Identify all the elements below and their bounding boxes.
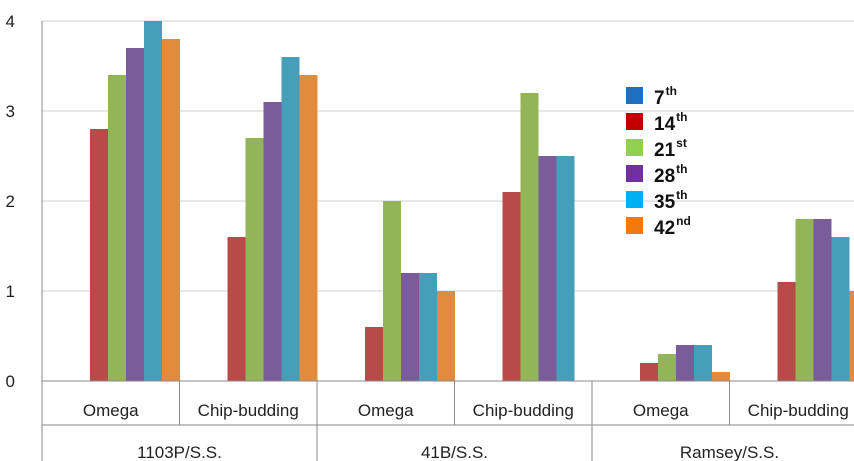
- bar-35th-omega: [694, 345, 712, 381]
- bar-42nd-chip-budding: [299, 75, 318, 381]
- category-label: Omega: [633, 401, 689, 420]
- bar-14th-omega: [365, 327, 383, 381]
- bar-42nd-omega: [162, 39, 180, 381]
- bar-21st-chip-budding: [795, 219, 814, 381]
- bar-21st-omega: [383, 201, 401, 381]
- legend-label: 35th: [654, 188, 687, 213]
- bar-21st-chip-budding: [520, 93, 539, 381]
- legend-label: 14th: [654, 110, 687, 135]
- bar-14th-chip-budding: [227, 237, 246, 381]
- bar-42nd-omega: [437, 291, 455, 381]
- y-axis-ticks: 0 1 2 3 4: [6, 12, 15, 391]
- bar-28th-omega: [401, 273, 419, 381]
- legend-label: 21st: [654, 136, 687, 161]
- y-tick-label: 3: [6, 102, 15, 121]
- y-tick-label: 4: [6, 12, 15, 31]
- legend-label: 7th: [654, 84, 677, 109]
- category-label: Omega: [83, 401, 139, 420]
- legend-swatch: [626, 165, 643, 182]
- y-tick-label: 0: [6, 372, 15, 391]
- bar-21st-omega: [108, 75, 126, 381]
- category-label: Chip-budding: [473, 401, 574, 420]
- bar-35th-chip-budding: [831, 237, 850, 381]
- bar-28th-chip-budding: [263, 102, 282, 381]
- group-label: Ramsey/S.S.: [680, 443, 779, 461]
- bar-35th-omega: [144, 21, 162, 381]
- legend-swatch: [626, 87, 643, 104]
- bar-28th-chip-budding: [538, 156, 557, 381]
- bar-14th-omega: [640, 363, 658, 381]
- group-label: 1103P/S.S.: [137, 443, 222, 461]
- group-label: 41B/S.S.: [421, 443, 488, 461]
- bar-35th-chip-budding: [556, 156, 575, 381]
- category-label: Chip-budding: [198, 401, 299, 420]
- legend-swatch: [626, 139, 643, 156]
- bar-42nd-omega: [712, 372, 730, 381]
- bar-28th-omega: [126, 48, 144, 381]
- legend-swatch: [626, 191, 643, 208]
- bar-28th-chip-budding: [813, 219, 832, 381]
- bar-14th-chip-budding: [502, 192, 521, 381]
- legend-label: 28th: [654, 162, 687, 187]
- bars: [90, 21, 854, 381]
- y-tick-label: 2: [6, 192, 15, 211]
- bar-14th-omega: [90, 129, 108, 381]
- bar-14th-chip-budding: [777, 282, 796, 381]
- bar-35th-omega: [419, 273, 437, 381]
- bar-42nd-chip-budding: [849, 291, 854, 381]
- bar-21st-omega: [658, 354, 676, 381]
- y-tick-label: 1: [6, 282, 15, 301]
- legend-swatch: [626, 113, 643, 130]
- bar-21st-chip-budding: [245, 138, 264, 381]
- legend-label: 42nd: [654, 214, 691, 239]
- bar-28th-omega: [676, 345, 694, 381]
- category-label: Chip-budding: [748, 401, 849, 420]
- category-label: Omega: [358, 401, 414, 420]
- x-axis: Omega Chip-budding Omega Chip-budding Omega C…: [41, 21, 854, 461]
- legend-swatch: [626, 217, 643, 234]
- bar-35th-chip-budding: [281, 57, 300, 381]
